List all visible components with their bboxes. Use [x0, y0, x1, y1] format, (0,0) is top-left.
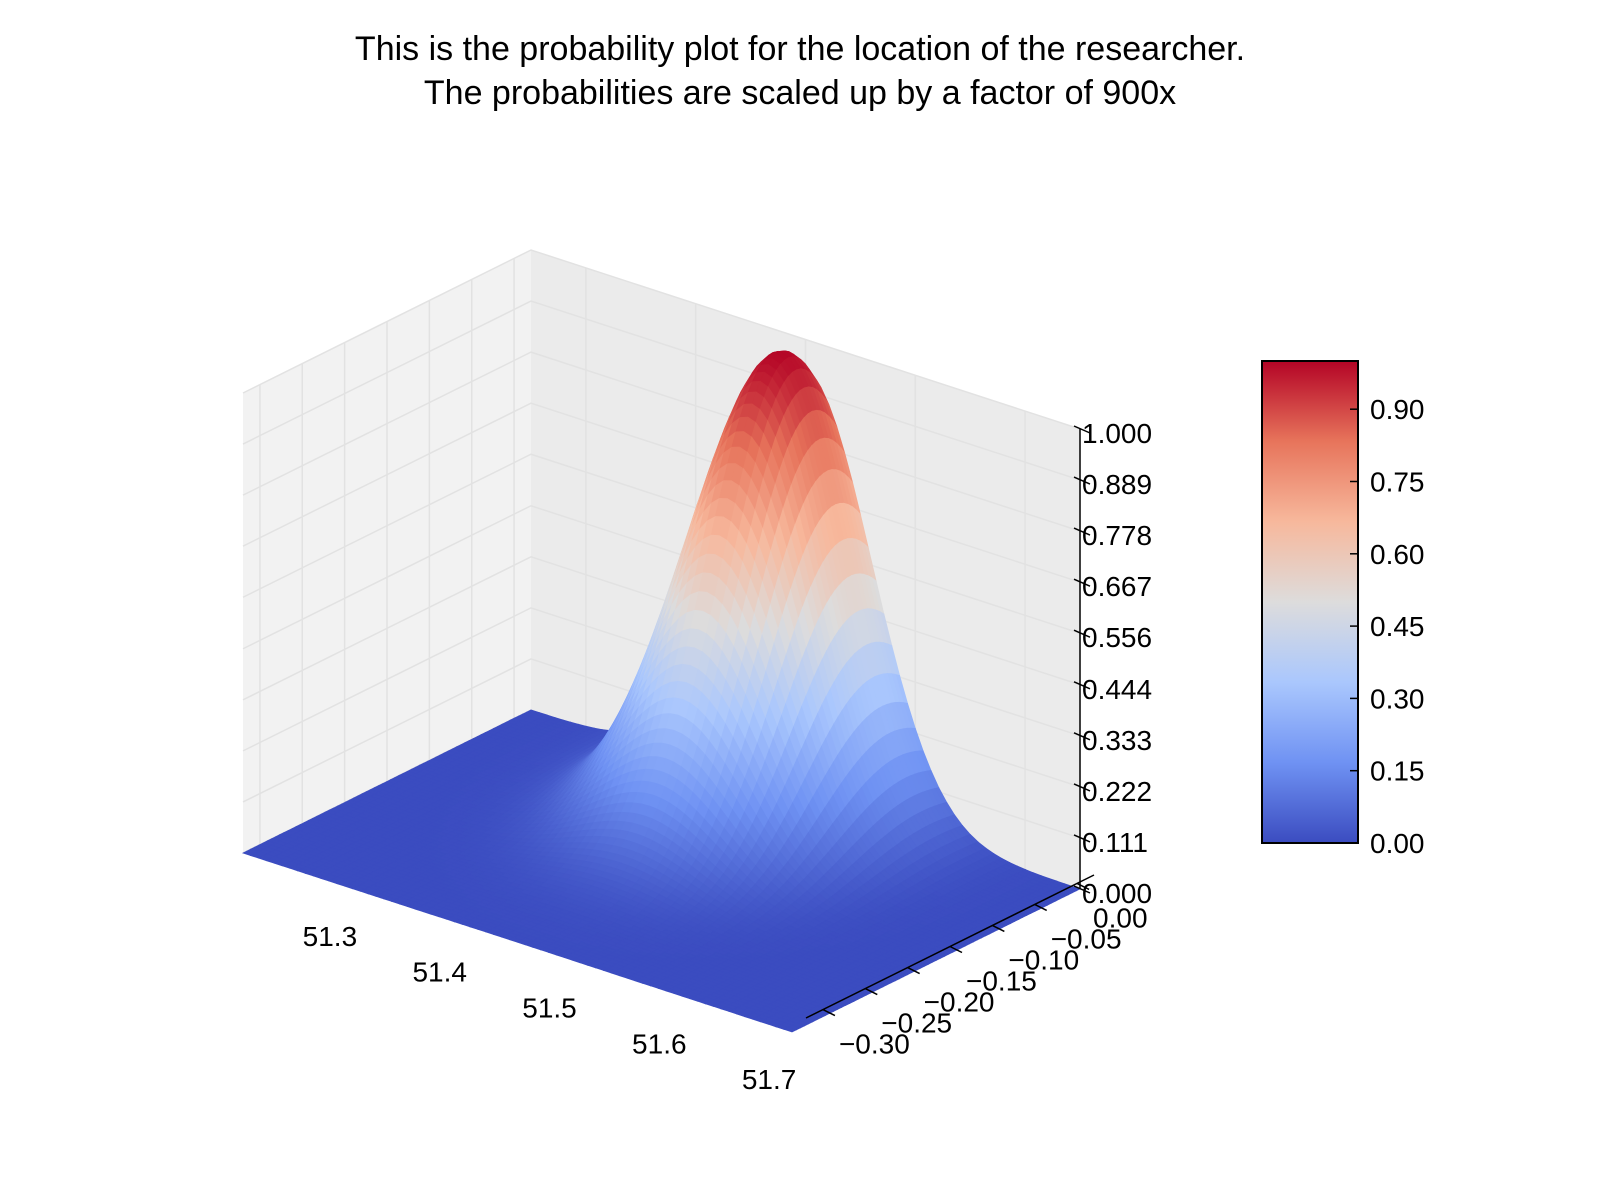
- x-axis: 51.3 51.4 51.5 51.6 51.7: [303, 921, 797, 1095]
- z-tick-label-4: 0.444: [1082, 674, 1152, 705]
- z-tick-label-6: 0.667: [1082, 571, 1152, 602]
- z-tick-label-8: 0.889: [1082, 469, 1152, 500]
- colorbar-tick-label-3: 0.45: [1370, 611, 1425, 642]
- y-tick-label-1: −0.05: [1051, 923, 1122, 954]
- surface-plot: [241, 350, 1082, 1033]
- y-tick-label-2: −0.10: [1008, 944, 1079, 975]
- pane-gridline-z-7: [242, 351, 1081, 532]
- z-tick-mark-5: [1073, 629, 1091, 638]
- z-tick-mark-2: [1073, 783, 1091, 792]
- x-tick-label-4: 51.7: [742, 1064, 797, 1095]
- y-tick-mark-5: [864, 987, 878, 996]
- colorbar-tick-label-6: 0.90: [1370, 394, 1425, 425]
- colorbar-tick-label-5: 0.75: [1370, 467, 1425, 498]
- z-tick-mark-7: [1073, 527, 1091, 536]
- y-tick-label-5: −0.25: [881, 1008, 952, 1039]
- y-tick-label-0: 0.00: [1093, 902, 1148, 933]
- z-tick-mark-3: [1073, 732, 1091, 741]
- y-tick-mark-3: [949, 945, 963, 954]
- chart-title-line-2: The probabilities are scaled up by a fac…: [424, 74, 1176, 112]
- chart-title-line-1: This is the probability plot for the loc…: [355, 30, 1245, 68]
- y-tick-label-4: −0.20: [924, 987, 995, 1018]
- z-tick-mark-0: [1073, 885, 1091, 894]
- colorbar-tick-label-1: 0.15: [1370, 756, 1425, 787]
- y-tick-mark-6: [822, 1008, 836, 1017]
- y-tick-mark-0: [1076, 882, 1090, 891]
- z-tick-label-5: 0.556: [1082, 622, 1152, 653]
- x-tick-label-0: 51.3: [303, 921, 358, 952]
- pane-gridline-z-9: [242, 249, 1081, 430]
- colorbar: 0.00 0.15 0.30 0.45 0.60 0.75 0.90: [1261, 360, 1425, 859]
- pane-gridline-z-6: [242, 402, 1081, 583]
- pane-gridline-z-4: [242, 504, 1081, 686]
- z-tick-label-3: 0.333: [1082, 725, 1152, 756]
- z-tick-label-2: 0.222: [1082, 776, 1152, 807]
- y-tick-mark-2: [992, 924, 1005, 933]
- y-tick-label-6: −0.30: [839, 1029, 910, 1060]
- z-tick-mark-4: [1073, 681, 1091, 690]
- y-axis: 0.00−0.05−0.10−0.15−0.20−0.25−0.30: [805, 874, 1148, 1060]
- y-tick-mark-4: [907, 966, 920, 975]
- z-tick-mark-6: [1073, 578, 1091, 587]
- z-tick-mark-9: [1073, 425, 1091, 434]
- pane-gridline-z-8: [242, 300, 1081, 481]
- z-tick-label-1: 0.111: [1082, 827, 1148, 858]
- z-tick-label-0: 0.000: [1082, 878, 1152, 909]
- y-tick-mark-1: [1034, 903, 1048, 912]
- x-tick-label-1: 51.4: [412, 957, 467, 988]
- colorbar-rect: [1261, 360, 1359, 844]
- colorbar-tick-label-4: 0.60: [1370, 539, 1425, 570]
- colorbar-tick-label-0: 0.00: [1370, 828, 1425, 859]
- z-tick-mark-1: [1073, 834, 1091, 843]
- y-tick-label-3: −0.15: [966, 966, 1037, 997]
- surface-patch: [783, 1026, 798, 1033]
- z-tick-label-9: 1.000: [1082, 418, 1152, 449]
- z-axis: 0.000 0.111 0.222 0.333 0.444 0.556 0.667 0.778…: [1073, 418, 1152, 909]
- pane-gridline-z-5: [242, 453, 1081, 634]
- z-tick-mark-8: [1073, 476, 1091, 485]
- z-tick-label-7: 0.778: [1082, 520, 1152, 551]
- colorbar-tick-label-2: 0.30: [1370, 683, 1425, 714]
- x-tick-label-2: 51.5: [522, 993, 577, 1024]
- x-tick-label-3: 51.6: [632, 1028, 687, 1059]
